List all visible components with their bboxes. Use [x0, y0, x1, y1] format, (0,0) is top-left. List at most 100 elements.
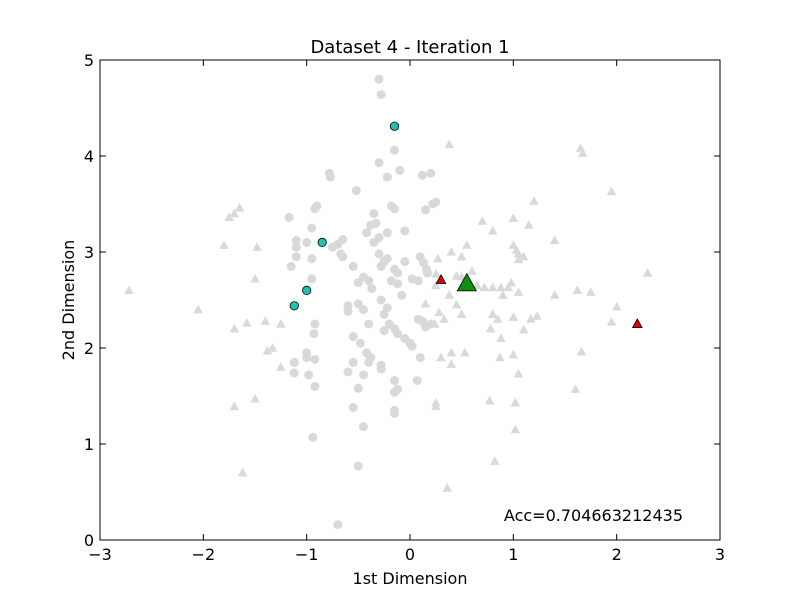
circle-point-s2-1: [317, 237, 327, 247]
circle-point-s0-47: [400, 257, 410, 267]
circle-point-s0-0: [374, 74, 384, 84]
circle-point-s0-2: [390, 145, 399, 155]
circle-point-s0-79: [407, 341, 417, 351]
circle-point-s0-58: [382, 303, 392, 313]
triangle-point-s1-51: [513, 254, 524, 264]
triangle-point-s1-9: [241, 318, 252, 327]
triangle-point-s4-0: [456, 272, 478, 292]
y-tick-label-3: 3: [84, 243, 94, 262]
triangle-point-s1-61: [487, 309, 498, 318]
circle-point-s2-0: [389, 121, 400, 131]
y-axis-label: 2nd Dimension: [59, 240, 78, 361]
triangle-point-s1-26: [467, 266, 477, 275]
circle-point-s0-76: [393, 329, 403, 339]
circle-point-s0-105: [348, 403, 358, 412]
circle-point-s0-71: [348, 332, 358, 341]
triangle-point-s1-45: [524, 220, 534, 229]
triangle-point-s1-27: [431, 280, 441, 290]
circle-point-s0-28: [291, 252, 301, 262]
triangle-point-s1-20: [446, 247, 457, 256]
triangle-point-s3-0: [435, 274, 447, 284]
circle-point-s0-39: [382, 228, 392, 238]
circle-point-s0-61: [397, 290, 407, 300]
triangle-point-s1-57: [503, 282, 513, 292]
circle-point-s0-33: [338, 235, 348, 244]
y-tick-label-4: 4: [84, 147, 94, 166]
triangle-point-s1-12: [267, 343, 278, 352]
y-tick-label-1: 1: [84, 435, 94, 454]
circle-point-s0-44: [376, 261, 386, 271]
triangle-point-s1-22: [456, 251, 467, 261]
plot-area: [99, 59, 721, 541]
triangle-point-s1-79: [586, 287, 596, 296]
triangle-point-s1-15: [250, 393, 260, 403]
triangle-point-s1-11: [262, 345, 273, 355]
triangle-point-s1-13: [276, 319, 286, 328]
triangle-point-s1-56: [496, 282, 506, 292]
circle-point-s0-51: [418, 258, 428, 268]
circle-point-s0-89: [310, 355, 320, 364]
circle-point-s0-36: [348, 261, 358, 271]
circle-point-s0-19: [426, 168, 436, 178]
triangle-point-s1-1: [193, 304, 203, 314]
circle-point-s2-3: [289, 301, 299, 311]
triangle-point-s1-76: [510, 424, 521, 434]
circle-point-s0-84: [415, 353, 425, 363]
circle-point-s0-24: [291, 236, 301, 245]
circle-point-s0-75: [379, 326, 389, 336]
x-tick-label-3: 0: [405, 545, 415, 564]
triangle-point-s1-10: [260, 316, 271, 325]
y-tick-label-2: 2: [84, 339, 94, 358]
triangle-point-s1-30: [456, 309, 467, 318]
triangle-point-s1-33: [439, 314, 449, 323]
circle-point-s0-49: [413, 276, 423, 286]
circle-point-s0-62: [307, 274, 317, 284]
triangle-point-s1-67: [518, 324, 529, 334]
triangle-point-s1-36: [446, 359, 457, 368]
triangle-point-s1-16: [229, 401, 240, 411]
triangle-point-s1-35: [446, 347, 457, 357]
triangle-point-s1-32: [434, 307, 444, 317]
x-tick-label-2: −1: [295, 545, 319, 564]
triangle-point-s1-63: [485, 323, 496, 333]
circle-point-s0-95: [348, 357, 358, 367]
circle-point-s0-1: [376, 90, 386, 100]
circle-point-s0-14: [362, 228, 372, 238]
triangle-point-s1-84: [606, 317, 617, 326]
x-tick-label-6: 3: [715, 545, 725, 564]
circle-point-s0-11: [369, 209, 379, 219]
circle-point-s0-37: [353, 278, 363, 288]
circle-point-s0-91: [289, 368, 299, 378]
triangle-point-s1-46: [529, 196, 539, 205]
circle-point-s0-38: [369, 237, 379, 247]
circle-point-s0-21: [431, 197, 441, 207]
x-tick-label-5: 2: [612, 545, 622, 564]
circle-point-s0-25: [291, 242, 301, 252]
triangle-point-s1-54: [479, 282, 490, 292]
circle-point-s0-57: [376, 295, 386, 305]
points-layer: [124, 74, 653, 530]
triangle-point-s1-75: [489, 456, 500, 465]
x-tick-label-4: 1: [508, 545, 518, 564]
circle-point-s0-23: [284, 212, 294, 222]
triangle-point-s1-80: [576, 346, 587, 356]
circle-point-s0-4: [382, 172, 392, 182]
circle-point-s0-103: [393, 384, 403, 394]
circle-point-s0-111: [333, 520, 343, 530]
x-tick-label-0: −3: [88, 545, 112, 564]
circle-point-s0-70: [364, 319, 374, 329]
circle-point-s0-27: [307, 223, 317, 233]
circle-point-s0-66: [359, 305, 368, 315]
triangle-point-s1-4: [229, 208, 240, 218]
circle-point-s0-65: [343, 307, 353, 316]
circle-point-s0-46: [393, 268, 403, 278]
axis-ticks: −3 −2 −1 0 1 2 3 0 1 2 3 4 5: [84, 51, 725, 564]
circle-point-s0-96: [353, 383, 363, 393]
triangle-point-s1-64: [496, 333, 506, 342]
triangle-point-s1-82: [577, 148, 588, 157]
triangle-point-s3-1: [631, 318, 643, 329]
triangle-point-s1-72: [513, 368, 524, 378]
triangle-point-s1-37: [460, 347, 470, 357]
triangle-point-s1-6: [252, 242, 262, 251]
x-axis-label: 1st Dimension: [353, 569, 468, 588]
